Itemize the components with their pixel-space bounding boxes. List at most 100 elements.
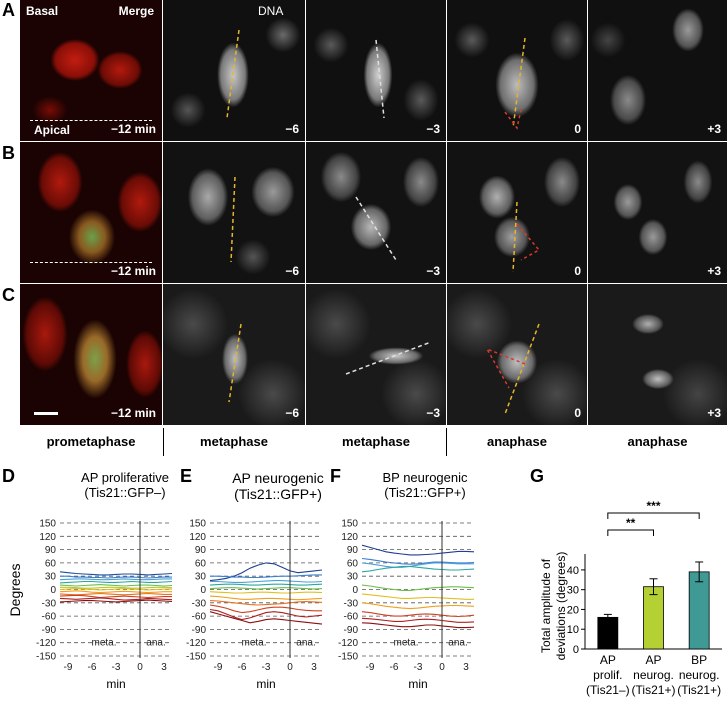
time-label: 0 — [574, 122, 581, 136]
meta-label: meta. — [241, 638, 266, 649]
metaphase-plate-line — [228, 323, 242, 403]
time-label: 0 — [574, 264, 581, 278]
chart-title-line: AP neurogenic — [232, 470, 324, 486]
series-line — [59, 584, 173, 587]
metaphase-plate-line — [226, 29, 240, 119]
apical-surface-line — [30, 262, 152, 263]
time-label: −12 min — [110, 122, 156, 136]
y-tick-label: 120 — [189, 532, 206, 543]
panel-letter-g: G — [530, 466, 545, 486]
chart-title-line: BP neurogenic — [382, 470, 468, 485]
chart-e-title: AP neurogenic (Tis21::GFP+) — [198, 470, 358, 502]
apical-label: Apical — [34, 123, 71, 137]
series-line — [361, 565, 475, 573]
y-axis-label: Degrees — [7, 564, 23, 617]
series-line — [209, 604, 322, 614]
series-line — [60, 575, 172, 579]
category-label: (Tis21+) — [677, 683, 721, 697]
time-label: −3 — [426, 122, 440, 136]
bar — [643, 586, 664, 650]
x-tick-label: 3 — [463, 662, 469, 673]
y-tick-label: 20 — [567, 604, 579, 616]
panel-c-dna-image: +3 — [588, 284, 727, 425]
meta-label: meta. — [91, 638, 116, 649]
ana-label: ana. — [448, 638, 467, 649]
y-tick-label: 0 — [573, 644, 579, 656]
time-label: −6 — [285, 264, 299, 278]
metaphase-plate-line — [345, 341, 432, 375]
dna-label: DNA — [258, 4, 284, 18]
time-label: −6 — [285, 122, 299, 136]
panel-c-dna-image: 0 — [447, 284, 587, 425]
phase-label: anaphase — [487, 434, 547, 449]
chart-title-line: (Tis21::GFP–) — [84, 485, 166, 500]
y-tick-label: -30 — [42, 598, 57, 609]
panel-a-dna-image: 0 — [447, 0, 587, 141]
y-tick-label: -90 — [42, 625, 57, 636]
y-tick-label: 40 — [567, 565, 579, 577]
y-tick-label: -120 — [186, 638, 206, 649]
metaphase-plate-line — [230, 176, 236, 263]
deviation-angle-marker — [504, 109, 522, 130]
phase-label: metaphase — [342, 434, 410, 449]
phase-label: prometaphase — [46, 434, 136, 449]
deviation-angle-marker — [485, 347, 526, 389]
time-label: +3 — [707, 406, 721, 420]
x-tick-label: 0 — [439, 662, 445, 673]
scale-bar — [34, 412, 58, 415]
category-label: prolif. — [593, 668, 622, 682]
x-tick-label: -9 — [366, 662, 375, 673]
phase-label: metaphase — [200, 434, 268, 449]
division-axis-line — [504, 323, 540, 415]
series-line — [59, 580, 173, 584]
category-label: (Tis21+) — [632, 683, 676, 697]
series-line — [361, 611, 475, 618]
y-axis-label: deviations (degrees) — [554, 552, 568, 661]
significance-label: ** — [626, 516, 636, 530]
panel-c-merge-image: −12 min — [20, 284, 162, 425]
ana-label: ana. — [296, 638, 315, 649]
time-label: −3 — [426, 406, 440, 420]
time-label: −3 — [426, 264, 440, 278]
phase-separator — [163, 428, 164, 456]
metaphase-plate-line — [355, 196, 397, 261]
series-line — [361, 622, 475, 629]
y-tick-label: -150 — [186, 652, 206, 663]
category-label: BP — [691, 653, 707, 667]
y-tick-label: 0 — [50, 585, 56, 596]
x-tick-label: -6 — [390, 662, 399, 673]
category-label: (Tis21–) — [586, 683, 630, 697]
category-label: AP — [645, 653, 661, 667]
division-axis-line — [512, 201, 518, 273]
x-tick-label: -3 — [262, 662, 271, 673]
x-axis-label: min — [408, 677, 427, 691]
y-tick-label: -60 — [344, 612, 359, 623]
phase-separator — [446, 428, 447, 456]
apical-surface-line — [30, 120, 152, 121]
metaphase-plate-line — [375, 39, 385, 119]
x-tick-label: -3 — [414, 662, 423, 673]
y-tick-label: -60 — [192, 612, 207, 623]
chart-f-title: BP neurogenic (Tis21::GFP+) — [350, 470, 500, 500]
panel-letter-c: C — [2, 285, 15, 305]
time-label: −6 — [285, 406, 299, 420]
series-line — [209, 611, 323, 625]
panel-letter-f: F — [330, 466, 341, 486]
series-line — [60, 586, 173, 589]
time-label: 0 — [574, 406, 581, 420]
ana-label: ana. — [146, 638, 165, 649]
y-tick-label: -120 — [36, 638, 56, 649]
series-line — [361, 562, 474, 568]
series-line — [59, 592, 172, 596]
division-axis-line — [512, 37, 526, 129]
series-line — [210, 574, 322, 579]
series-line — [59, 597, 173, 601]
y-tick-label: 120 — [341, 532, 358, 543]
series-line — [59, 588, 172, 591]
panel-c-dna-image: −6 — [163, 284, 305, 425]
series-line — [210, 580, 323, 583]
significance-label: *** — [646, 499, 660, 513]
y-tick-label: -120 — [338, 638, 358, 649]
series-line — [59, 571, 173, 576]
